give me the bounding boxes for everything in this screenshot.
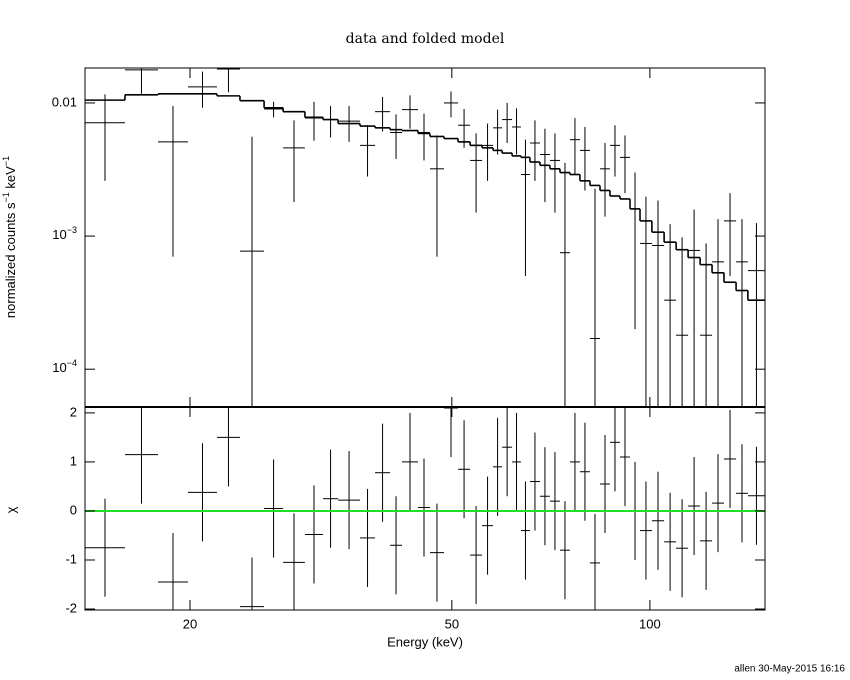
residual-panel (85, 407, 765, 610)
y-tick-label: -2 (65, 600, 77, 615)
footer: allen 30-May-2015 16:16 (734, 664, 845, 675)
plot-frame (84, 406, 766, 611)
y-tick-label: 0 (70, 502, 77, 517)
y-tick-label: 10−3 (52, 225, 77, 242)
x-tick-label: 100 (639, 616, 661, 631)
y-tick-label: 10−4 (52, 359, 77, 376)
y-axis-label: χ (3, 506, 18, 513)
x-tick-label: 50 (445, 616, 459, 631)
spectrum-panel (85, 68, 765, 407)
y-axis-label: normalized counts s−1 keV−1 (1, 156, 18, 318)
axes: 0.01 10−3 10−4 -2 -1 0 1 2 20 50 100 (52, 67, 766, 631)
plot-frame (84, 67, 766, 408)
y-tick-label: 2 (70, 404, 77, 419)
x-axis-label: Energy (keV) (387, 634, 463, 649)
y-tick-label: 1 (70, 453, 77, 468)
chart-title: data and folded model (346, 31, 505, 47)
y-tick-label: -1 (65, 551, 77, 566)
x-tick-label: 20 (183, 616, 197, 631)
y-tick-label: 0.01 (52, 94, 77, 109)
